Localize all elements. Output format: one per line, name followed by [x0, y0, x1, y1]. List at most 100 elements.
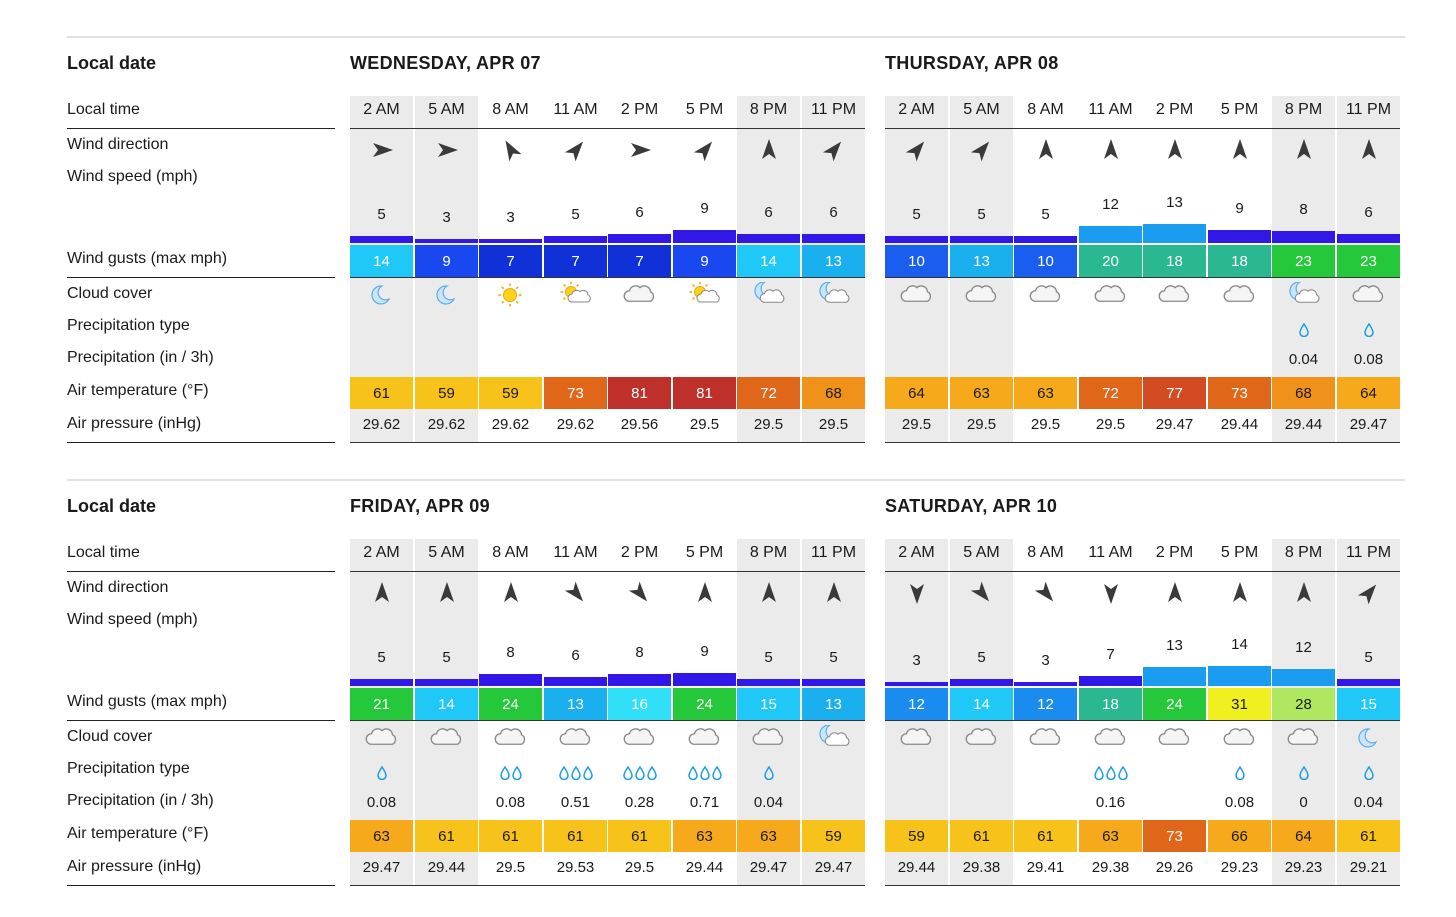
- rain-drop-icon: [608, 766, 671, 780]
- local-time-cell: 2 PM: [1155, 101, 1194, 118]
- air-pressure-value: 29.62: [362, 416, 401, 433]
- row-label-precip-type: Precipitation type: [67, 317, 190, 334]
- wind-speed-bar: [1079, 676, 1142, 686]
- air-temperature-cell: 64: [1272, 820, 1335, 852]
- row-label-rule: [67, 128, 335, 129]
- wind-gust-cell: 12: [1014, 688, 1077, 720]
- air-temperature-cell: 59: [479, 377, 542, 409]
- moon-icon: [1337, 725, 1400, 753]
- wind-speed-value: 3: [442, 209, 451, 226]
- hour-column: 2 PM 13 24 73 29.26: [1143, 539, 1206, 885]
- cloud-icon: [1014, 282, 1077, 310]
- wind-direction-arrow-icon: [950, 137, 1013, 163]
- wind-speed-bar: [479, 239, 542, 243]
- wind-gust-cell: 14: [350, 245, 413, 277]
- wind-speed-value: 13: [1166, 194, 1183, 211]
- wind-direction-arrow-icon: [608, 580, 671, 606]
- air-pressure-value: 29.26: [1155, 859, 1194, 876]
- wind-speed-value: 5: [912, 206, 921, 223]
- local-time-cell: 5 PM: [1220, 101, 1259, 118]
- cloud-icon: [950, 282, 1013, 310]
- wind-direction-arrow-icon: [673, 137, 736, 163]
- precipitation-amount: 0.04: [1353, 794, 1384, 811]
- wind-speed-bar: [885, 236, 948, 243]
- table-rule: [885, 442, 1400, 443]
- air-temperature-cell: 61: [608, 820, 671, 852]
- local-time-cell: 11 AM: [1088, 544, 1133, 561]
- precipitation-amount: 0.08: [366, 794, 397, 811]
- air-temperature-cell: 61: [1337, 820, 1400, 852]
- wind-speed-value: 8: [1299, 201, 1308, 218]
- row-label-precipitation: Precipitation (in / 3h): [67, 792, 214, 809]
- air-temperature-cell: 59: [802, 820, 865, 852]
- air-pressure-value: 29.56: [620, 416, 659, 433]
- cloud-icon: [1079, 725, 1142, 753]
- wind-direction-arrow-icon: [608, 137, 671, 163]
- wind-gust-cell: 14: [950, 688, 1013, 720]
- rain-drop-icon: [1208, 766, 1271, 780]
- air-temperature-cell: 73: [1143, 820, 1206, 852]
- wind-speed-bar: [544, 677, 607, 686]
- wind-speed-bar: [1208, 666, 1271, 686]
- cloud-icon: [1208, 282, 1271, 310]
- local-time-cell: 5 PM: [685, 544, 724, 561]
- air-temperature-cell: 63: [673, 820, 736, 852]
- air-pressure-value: 29.23: [1220, 859, 1259, 876]
- hour-column: 5 AM 5 14 61 29.44: [415, 539, 478, 885]
- wind-speed-bar: [350, 679, 413, 686]
- local-time-cell: 5 PM: [685, 101, 724, 118]
- hour-column: 11 AM 6 13 0.51 61 29.53: [544, 539, 607, 885]
- wind-gust-cell: 15: [737, 688, 800, 720]
- table-rule: [350, 442, 865, 443]
- hour-column: 8 AM 3 7 59 29.62: [479, 96, 542, 442]
- hour-column: 8 PM 6 14 72 29.5: [737, 96, 800, 442]
- rain-drop-icon: [479, 766, 542, 780]
- cloud-icon: [1272, 725, 1335, 753]
- air-pressure-value: 29.5: [624, 859, 655, 876]
- air-pressure-value: 29.53: [556, 859, 595, 876]
- wind-speed-bar: [479, 674, 542, 686]
- rain-drop-icon: [1079, 766, 1142, 780]
- cloud-icon: [608, 282, 671, 310]
- precipitation-amount: 0.04: [1288, 351, 1319, 368]
- wind-gust-cell: 15: [1337, 688, 1400, 720]
- wind-gust-cell: 7: [479, 245, 542, 277]
- local-time-cell: 8 AM: [1027, 101, 1064, 118]
- local-time-cell: 5 AM: [428, 544, 465, 561]
- rain-drop-icon: [1272, 766, 1335, 780]
- row-label-wind-speed: Wind speed (mph): [67, 168, 198, 185]
- local-time-cell: 2 AM: [898, 544, 935, 561]
- wind-gust-cell: 23: [1337, 245, 1400, 277]
- local-time-cell: 8 AM: [492, 544, 529, 561]
- rain-drop-icon: [673, 766, 736, 780]
- hour-column: 8 PM 5 15 0.04 63 29.47: [737, 539, 800, 885]
- wind-speed-bar: [415, 679, 478, 686]
- row-label-local-date: Local date: [67, 53, 157, 73]
- local-time-cell: 11 AM: [1088, 101, 1133, 118]
- wind-speed-bar: [415, 239, 478, 243]
- precipitation-amount: 0.08: [1224, 794, 1255, 811]
- row-label-cloud-cover: Cloud cover: [67, 728, 153, 745]
- hour-column: 2 AM 3 12 59 29.44: [885, 539, 948, 885]
- wind-speed-value: 5: [829, 649, 838, 666]
- wind-speed-value: 5: [377, 206, 386, 223]
- table-rule: [350, 571, 865, 572]
- wind-direction-arrow-icon: [1079, 580, 1142, 606]
- wind-speed-bar: [885, 682, 948, 686]
- local-time-cell: 2 PM: [620, 544, 659, 561]
- local-time-cell: 2 AM: [898, 101, 935, 118]
- cloud-icon: [1143, 282, 1206, 310]
- cloud-icon: [885, 725, 948, 753]
- wind-speed-bar: [1272, 669, 1335, 686]
- rain-drop-icon: [1337, 323, 1400, 337]
- wind-speed-bar: [673, 673, 736, 686]
- wind-direction-arrow-icon: [1272, 580, 1335, 606]
- wind-gust-cell: 18: [1079, 688, 1142, 720]
- wind-speed-value: 9: [700, 200, 709, 217]
- wind-gust-cell: 18: [1143, 245, 1206, 277]
- air-pressure-value: 29.5: [753, 416, 784, 433]
- air-pressure-value: 29.47: [749, 859, 788, 876]
- wind-direction-arrow-icon: [350, 580, 413, 606]
- hour-column: 2 PM 13 18 77 29.47: [1143, 96, 1206, 442]
- row-label-air-temp: Air temperature (°F): [67, 382, 209, 399]
